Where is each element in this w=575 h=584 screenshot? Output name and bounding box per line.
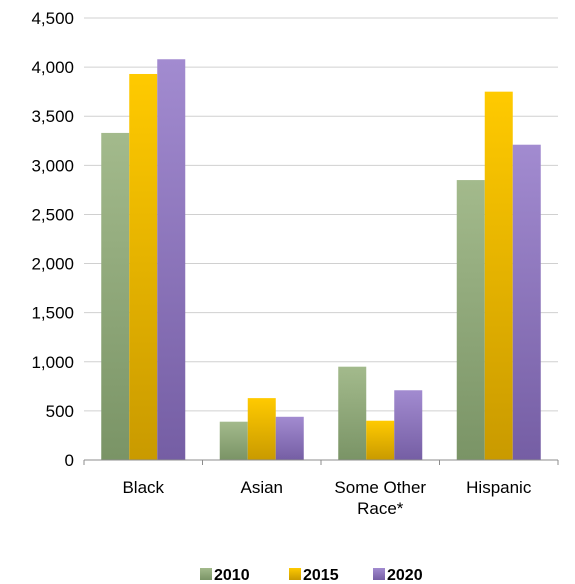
legend-swatch-2015 [289,568,301,580]
bar-2020-hispanic [512,144,541,460]
bar-2015-some-other-race [366,420,395,460]
category-labels: Black Asian Some Other Race* Hispanic [122,478,531,518]
bars [101,59,541,461]
x-tick-label: Some Other Race* [334,478,426,518]
y-tick-label: 4,000 [31,58,74,77]
bar-2015-asian [247,398,276,460]
y-tick-label: 2,000 [31,255,74,274]
bar-2015-hispanic [484,91,513,461]
bar-2010-hispanic [456,180,485,461]
legend-swatch-2020 [373,568,385,580]
y-tick-label: 4,500 [31,9,74,28]
bar-2010-some-other-race [338,366,367,460]
legend-label-2020: 2020 [387,567,423,584]
legend-label-2010: 2010 [214,567,250,584]
legend-swatch-2010 [200,568,212,580]
legend: 2010 2015 2020 [200,567,423,584]
bar-2020-some-other-race [394,390,423,460]
bar-2020-black [157,59,186,461]
y-tick-label: 1,000 [31,353,74,372]
y-tick-label: 1,500 [31,304,74,323]
bar-2010-asian [219,421,248,460]
legend-label-2015: 2015 [303,567,339,584]
bar-2015-black [129,73,158,460]
bar-2010-black [101,132,130,461]
y-tick-label: 0 [65,451,74,470]
y-tick-label: 3,500 [31,107,74,126]
y-tick-label: 500 [46,402,74,421]
bar-2020-asian [275,416,304,460]
y-tick-label: 3,000 [31,156,74,175]
x-tick-label: Black [122,478,164,497]
y-tick-label: 2,500 [31,205,74,224]
x-axis [83,459,559,465]
y-axis: 0 500 1,000 1,500 2,000 2,500 3,000 3,500 4,000 4… [31,9,74,470]
x-tick-label: Hispanic [466,478,532,497]
x-tick-label: Asian [240,478,283,497]
